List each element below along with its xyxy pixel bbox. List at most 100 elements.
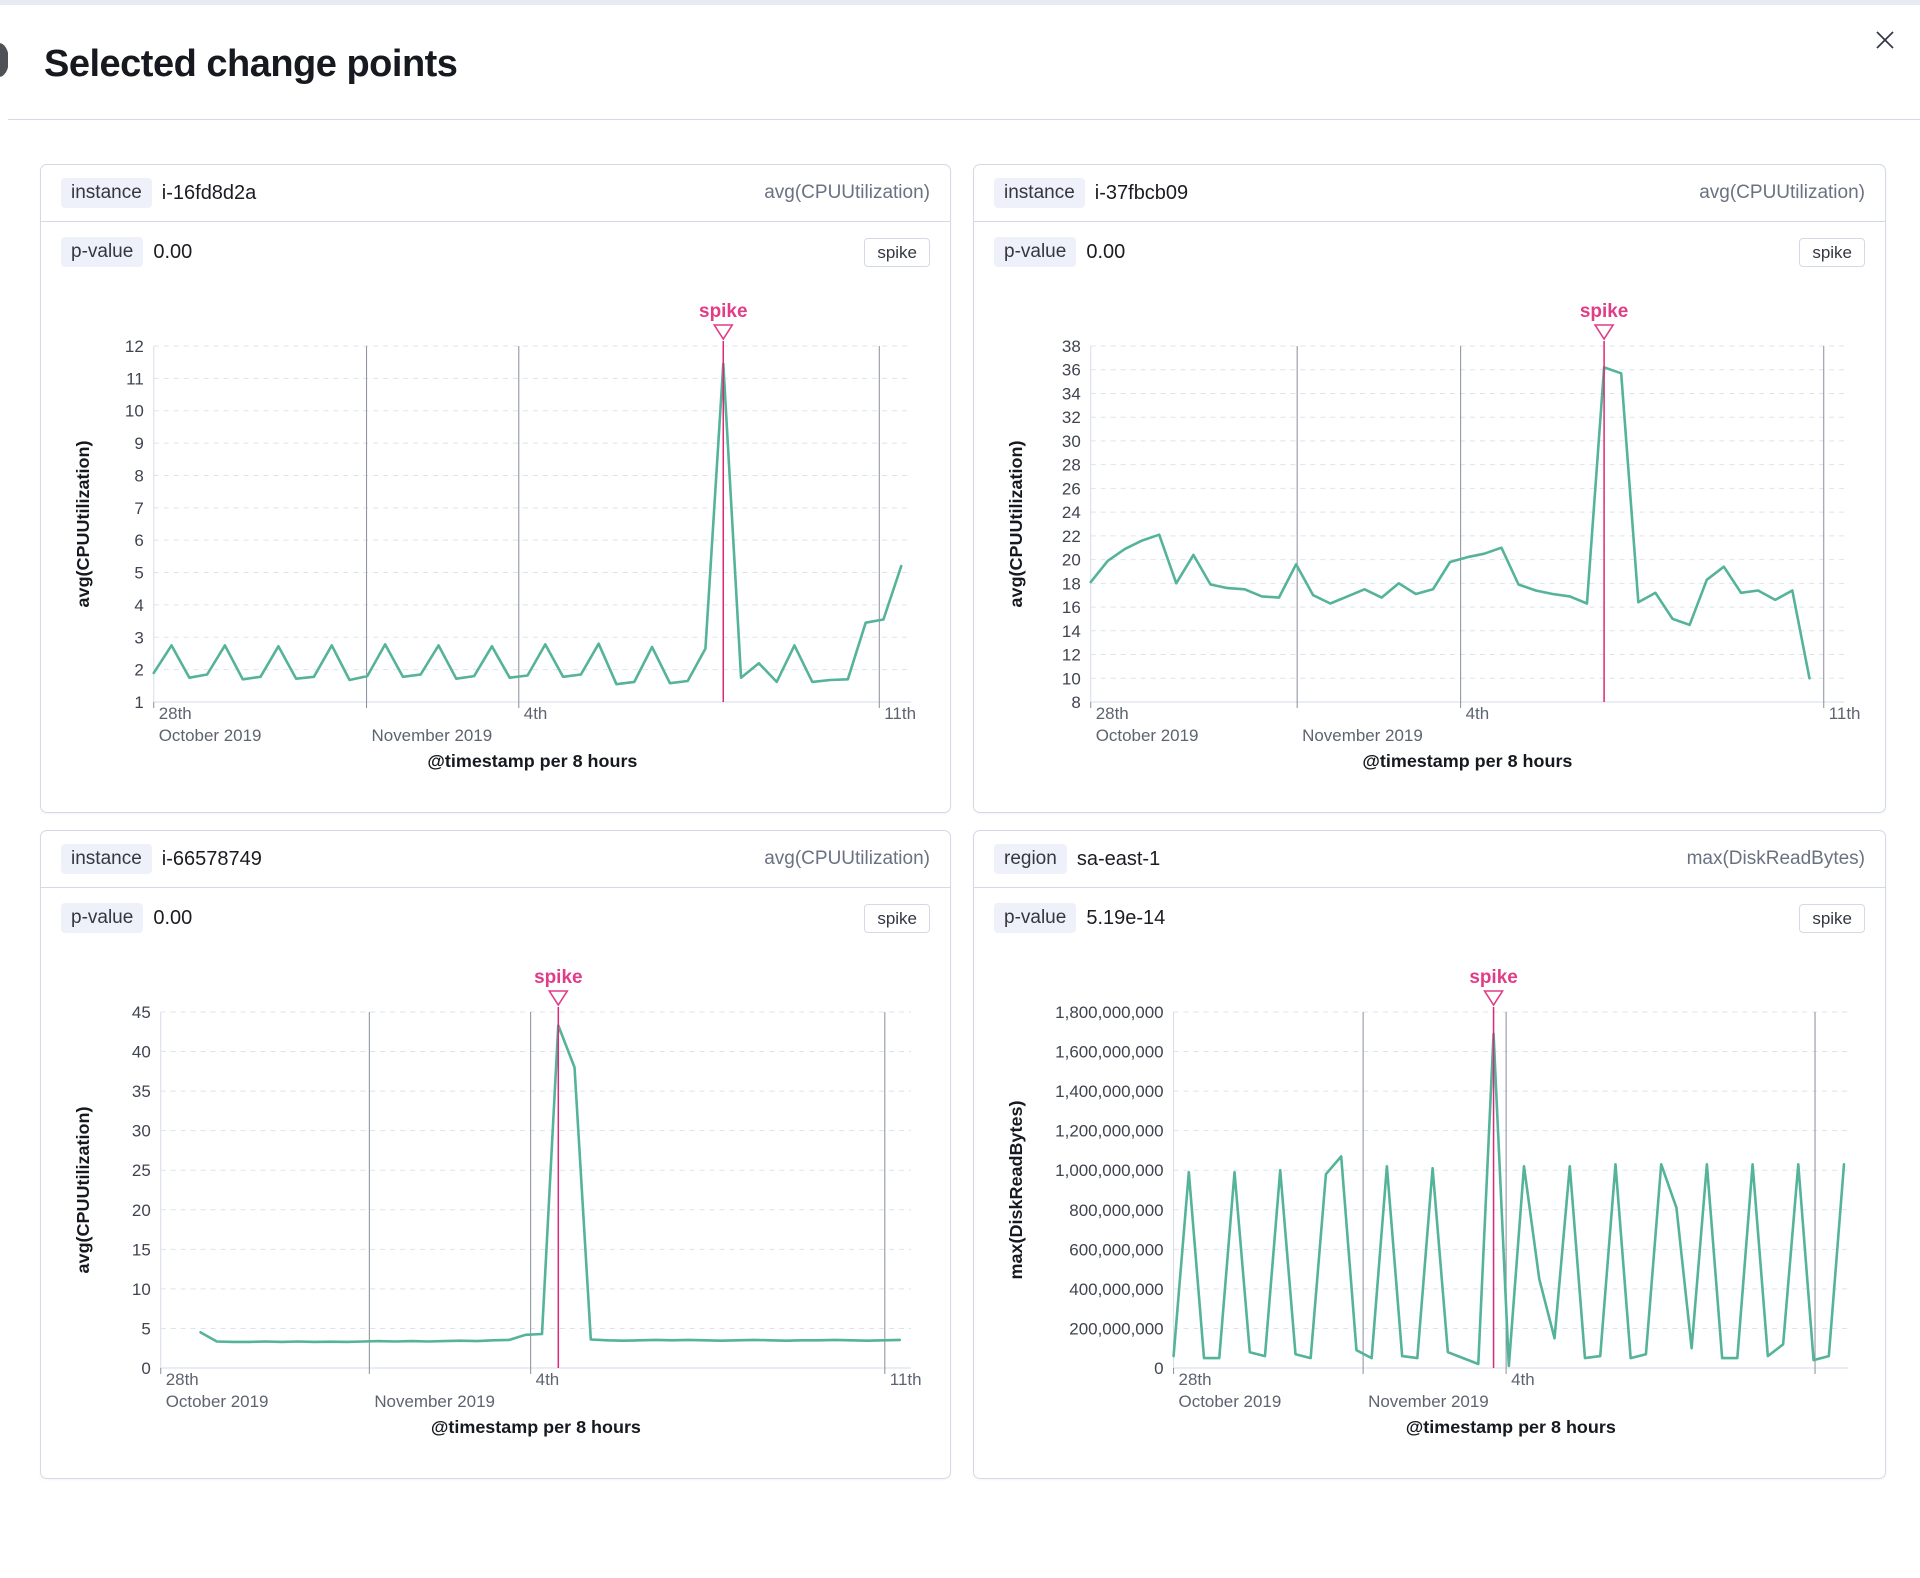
y-tick-label: 8 <box>134 466 143 485</box>
metric-label: max(DiskReadBytes) <box>1686 848 1865 869</box>
change-point-chart[interactable]: 0 200,000,000 400,000,000 600,000,000 800,00… <box>974 941 1885 1480</box>
split-field-badge: instance <box>994 178 1085 208</box>
y-axis-title: avg(CPUUtilization) <box>73 1107 93 1274</box>
spike-annotation-label: spike <box>534 967 582 988</box>
y-tick-label: 30 <box>132 1122 151 1141</box>
y-tick-label: 5 <box>134 564 143 583</box>
y-tick-label: 20 <box>132 1201 151 1220</box>
background-peek-element <box>0 43 9 77</box>
y-tick-label: 20 <box>1062 551 1081 570</box>
x-axis-title: @timestamp per 8 hours <box>427 751 637 771</box>
x-tick-label: 28th <box>159 704 192 723</box>
x-tick-label: 28th <box>1096 704 1129 723</box>
change-point-chart[interactable]: 0 5 10 15 20 25 30 35 40 45 28th October 2019 Novemb… <box>41 941 950 1480</box>
y-tick-label: 1,000,000,000 <box>1055 1161 1163 1180</box>
x-tick-label: 11th <box>884 704 916 723</box>
y-tick-label: 36 <box>1062 361 1081 380</box>
change-type-badge: spike <box>864 903 930 933</box>
y-tick-label: 10 <box>125 402 144 421</box>
y-tick-label: 400,000,000 <box>1069 1280 1163 1299</box>
change-type-badge: spike <box>1799 903 1865 933</box>
y-tick-label: 35 <box>132 1082 151 1101</box>
y-tick-label: 1 <box>134 693 143 712</box>
split-field-value: sa-east-1 <box>1076 847 1161 870</box>
y-tick-label: 28 <box>1062 456 1081 475</box>
change-point-chart[interactable]: 8 10 12 14 16 18 20 22 24 26 28 30 32 34 36 38 28th Octob… <box>974 275 1885 814</box>
y-tick-label: 15 <box>132 1240 151 1259</box>
y-tick-label: 18 <box>1062 574 1081 593</box>
panel-header: region sa-east-1 max(DiskReadBytes) <box>974 831 1885 888</box>
x-tick-label: 4th <box>536 1370 560 1389</box>
y-tick-label: 6 <box>134 531 143 550</box>
y-tick-label: 34 <box>1062 384 1081 403</box>
y-tick-label: 45 <box>132 1003 151 1022</box>
p-value: 0.00 <box>153 906 193 929</box>
x-axis-title: @timestamp per 8 hours <box>431 1417 641 1437</box>
panel-header: instance i-66578749 avg(CPUUtilization) <box>41 831 950 888</box>
x-tick-label: 4th <box>1511 1370 1535 1389</box>
change-point-panel: instance i-16fd8d2a avg(CPUUtilization) … <box>40 164 951 813</box>
x-tick-label: November 2019 <box>372 726 493 745</box>
split-field-value: i-66578749 <box>161 847 262 870</box>
x-tick-label: 4th <box>524 704 548 723</box>
y-tick-label: 1,200,000,000 <box>1055 1122 1163 1141</box>
x-tick-label: 28th <box>1179 1370 1212 1389</box>
change-points-modal: Selected change points instance i-16fd8d… <box>8 5 1920 1578</box>
series-line <box>1089 366 1811 680</box>
x-tick-label: 11th <box>1829 704 1861 723</box>
split-field-badge: instance <box>61 178 152 208</box>
p-value: 5.19e-14 <box>1086 906 1166 929</box>
y-tick-label: 0 <box>141 1359 150 1378</box>
y-tick-label: 4 <box>134 596 143 615</box>
y-tick-label: 1,400,000,000 <box>1055 1082 1163 1101</box>
y-tick-label: 16 <box>1062 598 1081 617</box>
y-tick-label: 10 <box>1062 669 1081 688</box>
y-tick-label: 14 <box>1062 622 1081 641</box>
y-tick-label: 12 <box>1062 646 1081 665</box>
series-line <box>1172 1032 1846 1368</box>
x-tick-label: 11th <box>890 1370 922 1389</box>
x-tick-label: November 2019 <box>1368 1392 1489 1411</box>
change-point-panel: region sa-east-1 max(DiskReadBytes) p-va… <box>973 830 1886 1479</box>
p-value-row: p-value 0.00 spike <box>41 222 950 267</box>
close-icon[interactable] <box>1874 29 1896 51</box>
y-tick-label: 10 <box>132 1280 151 1299</box>
y-tick-label: 32 <box>1062 408 1081 427</box>
y-axis-title: max(DiskReadBytes) <box>1006 1101 1026 1280</box>
y-tick-label: 38 <box>1062 337 1081 356</box>
p-value-row: p-value 0.00 spike <box>974 222 1885 267</box>
split-field-badge: instance <box>61 844 152 874</box>
metric-label: avg(CPUUtilization) <box>764 182 930 203</box>
p-value-badge: p-value <box>994 237 1077 267</box>
spike-marker-icon <box>712 324 734 341</box>
p-value-row: p-value 0.00 spike <box>41 888 950 933</box>
metric-label: avg(CPUUtilization) <box>1699 182 1865 203</box>
y-tick-label: 24 <box>1062 503 1081 522</box>
x-tick-label: October 2019 <box>159 726 262 745</box>
split-field-badge: region <box>994 844 1067 874</box>
x-tick-label: October 2019 <box>166 1392 269 1411</box>
x-tick-label: 4th <box>1466 704 1490 723</box>
y-tick-label: 12 <box>125 337 144 356</box>
spike-marker-icon <box>1483 990 1505 1007</box>
y-tick-label: 7 <box>134 499 143 518</box>
y-tick-label: 5 <box>141 1319 150 1338</box>
panels-grid: instance i-16fd8d2a avg(CPUUtilization) … <box>8 120 1920 1479</box>
y-tick-label: 40 <box>132 1043 151 1062</box>
x-axis-title: @timestamp per 8 hours <box>1362 751 1572 771</box>
series-line <box>152 362 903 686</box>
p-value: 0.00 <box>1086 240 1126 263</box>
y-tick-label: 30 <box>1062 432 1081 451</box>
y-tick-label: 1,800,000,000 <box>1055 1003 1163 1022</box>
change-type-badge: spike <box>1799 237 1865 267</box>
x-tick-label: October 2019 <box>1179 1392 1282 1411</box>
p-value-badge: p-value <box>61 237 144 267</box>
p-value-badge: p-value <box>994 903 1077 933</box>
y-tick-label: 600,000,000 <box>1069 1240 1163 1259</box>
split-field-value: i-16fd8d2a <box>161 181 257 204</box>
p-value-badge: p-value <box>61 903 144 933</box>
panel-header: instance i-16fd8d2a avg(CPUUtilization) <box>41 165 950 222</box>
x-tick-label: October 2019 <box>1096 726 1199 745</box>
